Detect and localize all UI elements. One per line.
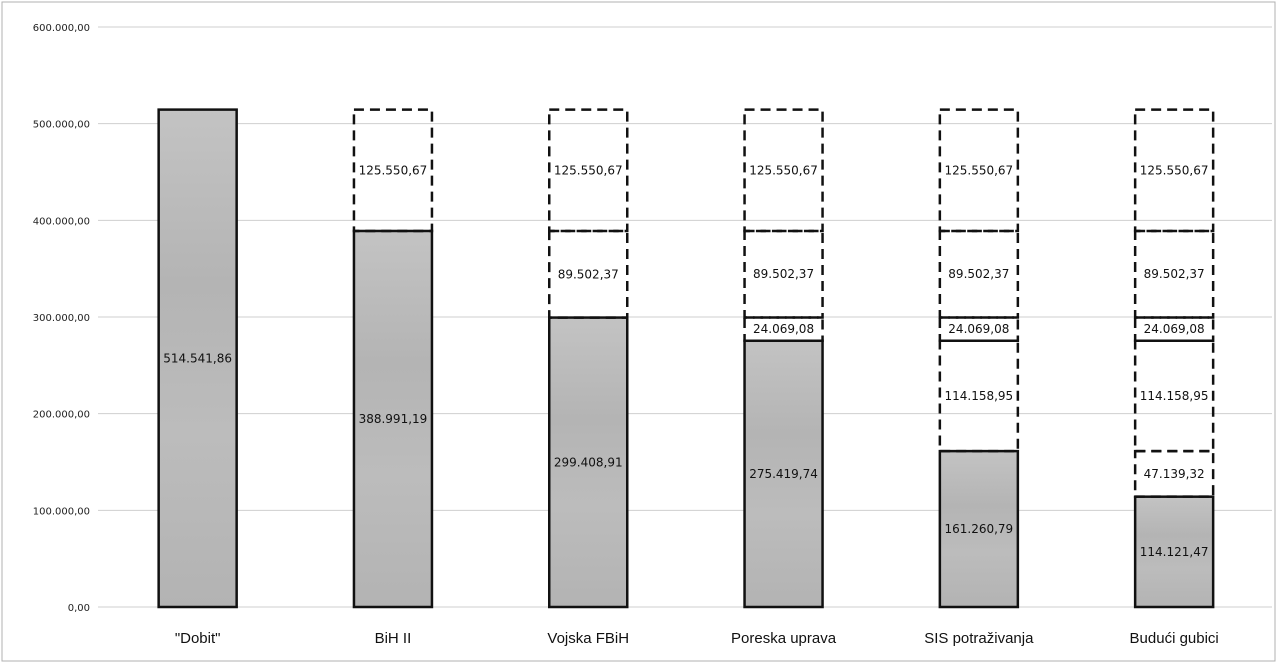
- data-label: 125.550,67: [359, 163, 428, 177]
- bar-segment-dashed: [1133, 316, 1215, 343]
- data-label: 161.260,79: [944, 522, 1013, 536]
- data-label: 24.069,08: [948, 322, 1009, 336]
- data-labels: 514.541,86 388.991,19 125.550,67 299.408,91…: [163, 163, 1208, 559]
- data-label: 114.121,47: [1140, 545, 1209, 559]
- data-label: 125.550,67: [749, 163, 818, 177]
- data-label: 89.502,37: [948, 267, 1009, 281]
- data-label: 24.069,08: [1144, 322, 1205, 336]
- bar-segment-dashed: [548, 108, 629, 233]
- bar-segment-solid: [743, 339, 824, 609]
- bar-segment-dashed: [1133, 108, 1215, 233]
- y-tick-label: 600.000,00: [33, 23, 90, 34]
- bar-segment-dashed: [938, 316, 1020, 343]
- data-label: 89.502,37: [1144, 267, 1205, 281]
- x-tick-label: Vojska FBiH: [547, 630, 629, 647]
- bar-segment-dashed: [1133, 229, 1215, 319]
- x-tick-label: Budući gubici: [1130, 630, 1219, 647]
- data-label: 125.550,67: [944, 163, 1013, 177]
- bar-segment-dashed: [352, 108, 434, 233]
- x-tick-label: BiH II: [375, 630, 412, 647]
- data-label: 24.069,08: [753, 322, 814, 336]
- bar-segment-dashed: [743, 316, 824, 343]
- data-label: 89.502,37: [558, 267, 619, 281]
- data-label: 125.550,67: [1140, 163, 1209, 177]
- y-tick-label: 400.000,00: [33, 216, 90, 227]
- gridlines: [98, 26, 1272, 608]
- y-tick-label: 0,00: [68, 603, 90, 614]
- y-tick-label: 300.000,00: [33, 313, 90, 324]
- data-label: 47.139,32: [1144, 467, 1205, 481]
- bar-segment-dashed: [548, 229, 629, 319]
- y-tick-label: 200.000,00: [33, 410, 90, 421]
- bar-segment-solid: [1133, 495, 1215, 609]
- bar-segment-solid: [352, 229, 434, 609]
- x-axis-tick-labels: "Dobit" BiH II Vojska FBiH Poreska uprava SI…: [175, 630, 1219, 647]
- y-axis-tick-labels: 0,00 100.000,00 200.000,00 300.000,00 400.00…: [33, 23, 90, 614]
- data-label: 114.158,95: [1140, 389, 1209, 403]
- data-label: 299.408,91: [554, 455, 623, 469]
- data-label: 114.158,95: [944, 389, 1013, 403]
- bar-segment-solid: [157, 108, 238, 609]
- data-label: 89.502,37: [753, 267, 814, 281]
- bar-segment-dashed: [1133, 339, 1215, 453]
- bar-segment-dashed: [938, 229, 1020, 319]
- data-label: 388.991,19: [359, 412, 428, 426]
- data-label: 125.550,67: [554, 163, 623, 177]
- y-tick-label: 500.000,00: [33, 120, 90, 131]
- bar-segment-dashed: [938, 339, 1020, 453]
- bar-segment-dashed: [938, 108, 1020, 233]
- data-label: 514.541,86: [163, 351, 232, 365]
- bars: [157, 108, 1215, 609]
- x-tick-label: SIS potraživanja: [924, 630, 1034, 647]
- data-label: 275.419,74: [749, 467, 818, 481]
- bar-segment-dashed: [743, 229, 824, 319]
- y-tick-label: 100.000,00: [33, 506, 90, 517]
- x-tick-label: Poreska uprava: [731, 630, 837, 647]
- bar-segment-dashed: [743, 108, 824, 233]
- x-tick-label: "Dobit": [175, 630, 221, 647]
- bar-segment-solid: [548, 316, 629, 609]
